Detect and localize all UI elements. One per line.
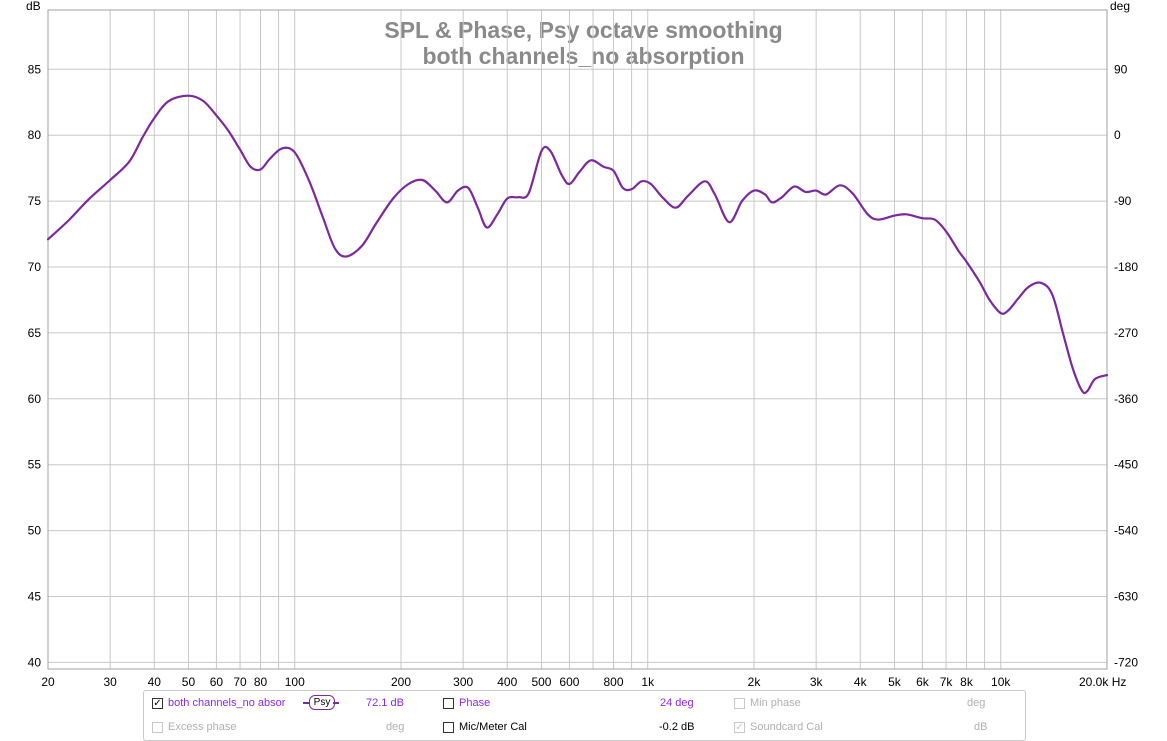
x-tick-label: 30 xyxy=(103,675,117,689)
excess-phase-label: Excess phase xyxy=(168,721,237,733)
x-tick-label: 5k xyxy=(888,675,902,689)
x-tick-label: 80 xyxy=(254,675,268,689)
trace-name-label: both channels_no absor xyxy=(168,697,286,709)
y-tick-label: 40 xyxy=(28,655,42,669)
plot-area[interactable]: 40 45 50 55 60 65 70 75 80 85 90 0 -90 -180 -270 -360 -4… xyxy=(0,0,1167,690)
y-tick-label: 55 xyxy=(28,458,42,472)
right-axis-unit: deg xyxy=(1110,0,1131,13)
y-right-tick-label: -180 xyxy=(1114,260,1138,274)
x-tick-label: 600 xyxy=(559,675,579,689)
y-right-tick-label: -270 xyxy=(1114,326,1138,340)
mic-cal-label: Mic/Meter Cal xyxy=(459,721,527,733)
x-tick-label: 800 xyxy=(604,675,624,689)
soundcard-cal-checkbox[interactable]: ✓ xyxy=(734,722,745,733)
y-right-tick-label: 90 xyxy=(1114,62,1128,76)
soundcard-cal-label: Soundcard Cal xyxy=(750,721,823,733)
mic-cal-checkbox[interactable] xyxy=(443,722,454,733)
smoothing-line-right xyxy=(333,702,339,704)
x-tick-label: 6k xyxy=(916,675,930,689)
y-tick-label: 70 xyxy=(28,260,42,274)
mic-cal-value: -0.2 dB xyxy=(659,721,695,733)
y-tick-label: 80 xyxy=(28,128,42,142)
spl-value: 72.1 dB xyxy=(366,697,404,709)
soundcard-cal-unit: dB xyxy=(974,721,988,733)
x-tick-label: 4k xyxy=(854,675,868,689)
x-tick-label: 40 xyxy=(148,675,162,689)
y-tick-label: 45 xyxy=(28,590,42,604)
x-tick-label: 20 xyxy=(41,675,55,689)
left-axis-unit: dB xyxy=(26,0,41,13)
x-tick-label: 400 xyxy=(497,675,517,689)
smoothing-badge[interactable]: Psy xyxy=(309,695,335,710)
excess-phase-checkbox[interactable] xyxy=(152,722,163,733)
phase-checkbox[interactable] xyxy=(443,698,454,709)
legend-panel: ✓ both channels_no absor Psy 72.1 dB Pha… xyxy=(143,690,1026,741)
y-tick-label: 50 xyxy=(28,524,42,538)
y-right-tick-label: -450 xyxy=(1114,458,1138,472)
y-tick-label: 75 xyxy=(28,194,42,208)
series-line-spl xyxy=(46,94,1109,395)
x-tick-label: 100 xyxy=(285,675,305,689)
smoothing-line-left xyxy=(303,702,309,704)
x-tick-label: 2k xyxy=(748,675,762,689)
x-tick-label: 50 xyxy=(182,675,196,689)
y-tick-label: 85 xyxy=(28,62,42,76)
x-tick-label: 3k xyxy=(810,675,824,689)
y-right-tick-label: -540 xyxy=(1114,524,1138,538)
phase-label: Phase xyxy=(459,697,491,709)
min-phase-unit: deg xyxy=(967,697,986,709)
excess-phase-unit: deg xyxy=(386,721,405,733)
min-phase-checkbox[interactable] xyxy=(734,698,745,709)
y-tick-label: 60 xyxy=(28,392,42,406)
x-tick-label: 20.0k Hz xyxy=(1079,675,1126,689)
x-tick-label: 500 xyxy=(531,675,551,689)
y-right-tick-label: -360 xyxy=(1114,392,1138,406)
x-tick-label: 200 xyxy=(391,675,411,689)
x-tick-label: 60 xyxy=(210,675,224,689)
x-tick-label: 300 xyxy=(453,675,473,689)
min-phase-label: Min phase xyxy=(750,697,801,709)
x-tick-label: 8k xyxy=(960,675,974,689)
phase-value: 24 deg xyxy=(660,697,694,709)
x-tick-label: 7k xyxy=(940,675,954,689)
x-tick-label: 1k xyxy=(641,675,655,689)
chart-title: SPL & Phase, Psy octave smoothing xyxy=(384,17,783,43)
y-right-tick-label: -630 xyxy=(1114,590,1138,604)
y-right-tick-label: 0 xyxy=(1114,128,1121,142)
x-tick-label: 10k xyxy=(991,675,1011,689)
y-right-tick-label: -90 xyxy=(1114,194,1132,208)
plot-frame xyxy=(47,9,1108,670)
y-right-tick-label: -720 xyxy=(1114,655,1138,669)
chart-subtitle: both channels_no absorption xyxy=(422,43,745,69)
y-tick-label: 65 xyxy=(28,326,42,340)
x-tick-label: 70 xyxy=(233,675,247,689)
trace-checkbox[interactable]: ✓ xyxy=(152,698,163,709)
